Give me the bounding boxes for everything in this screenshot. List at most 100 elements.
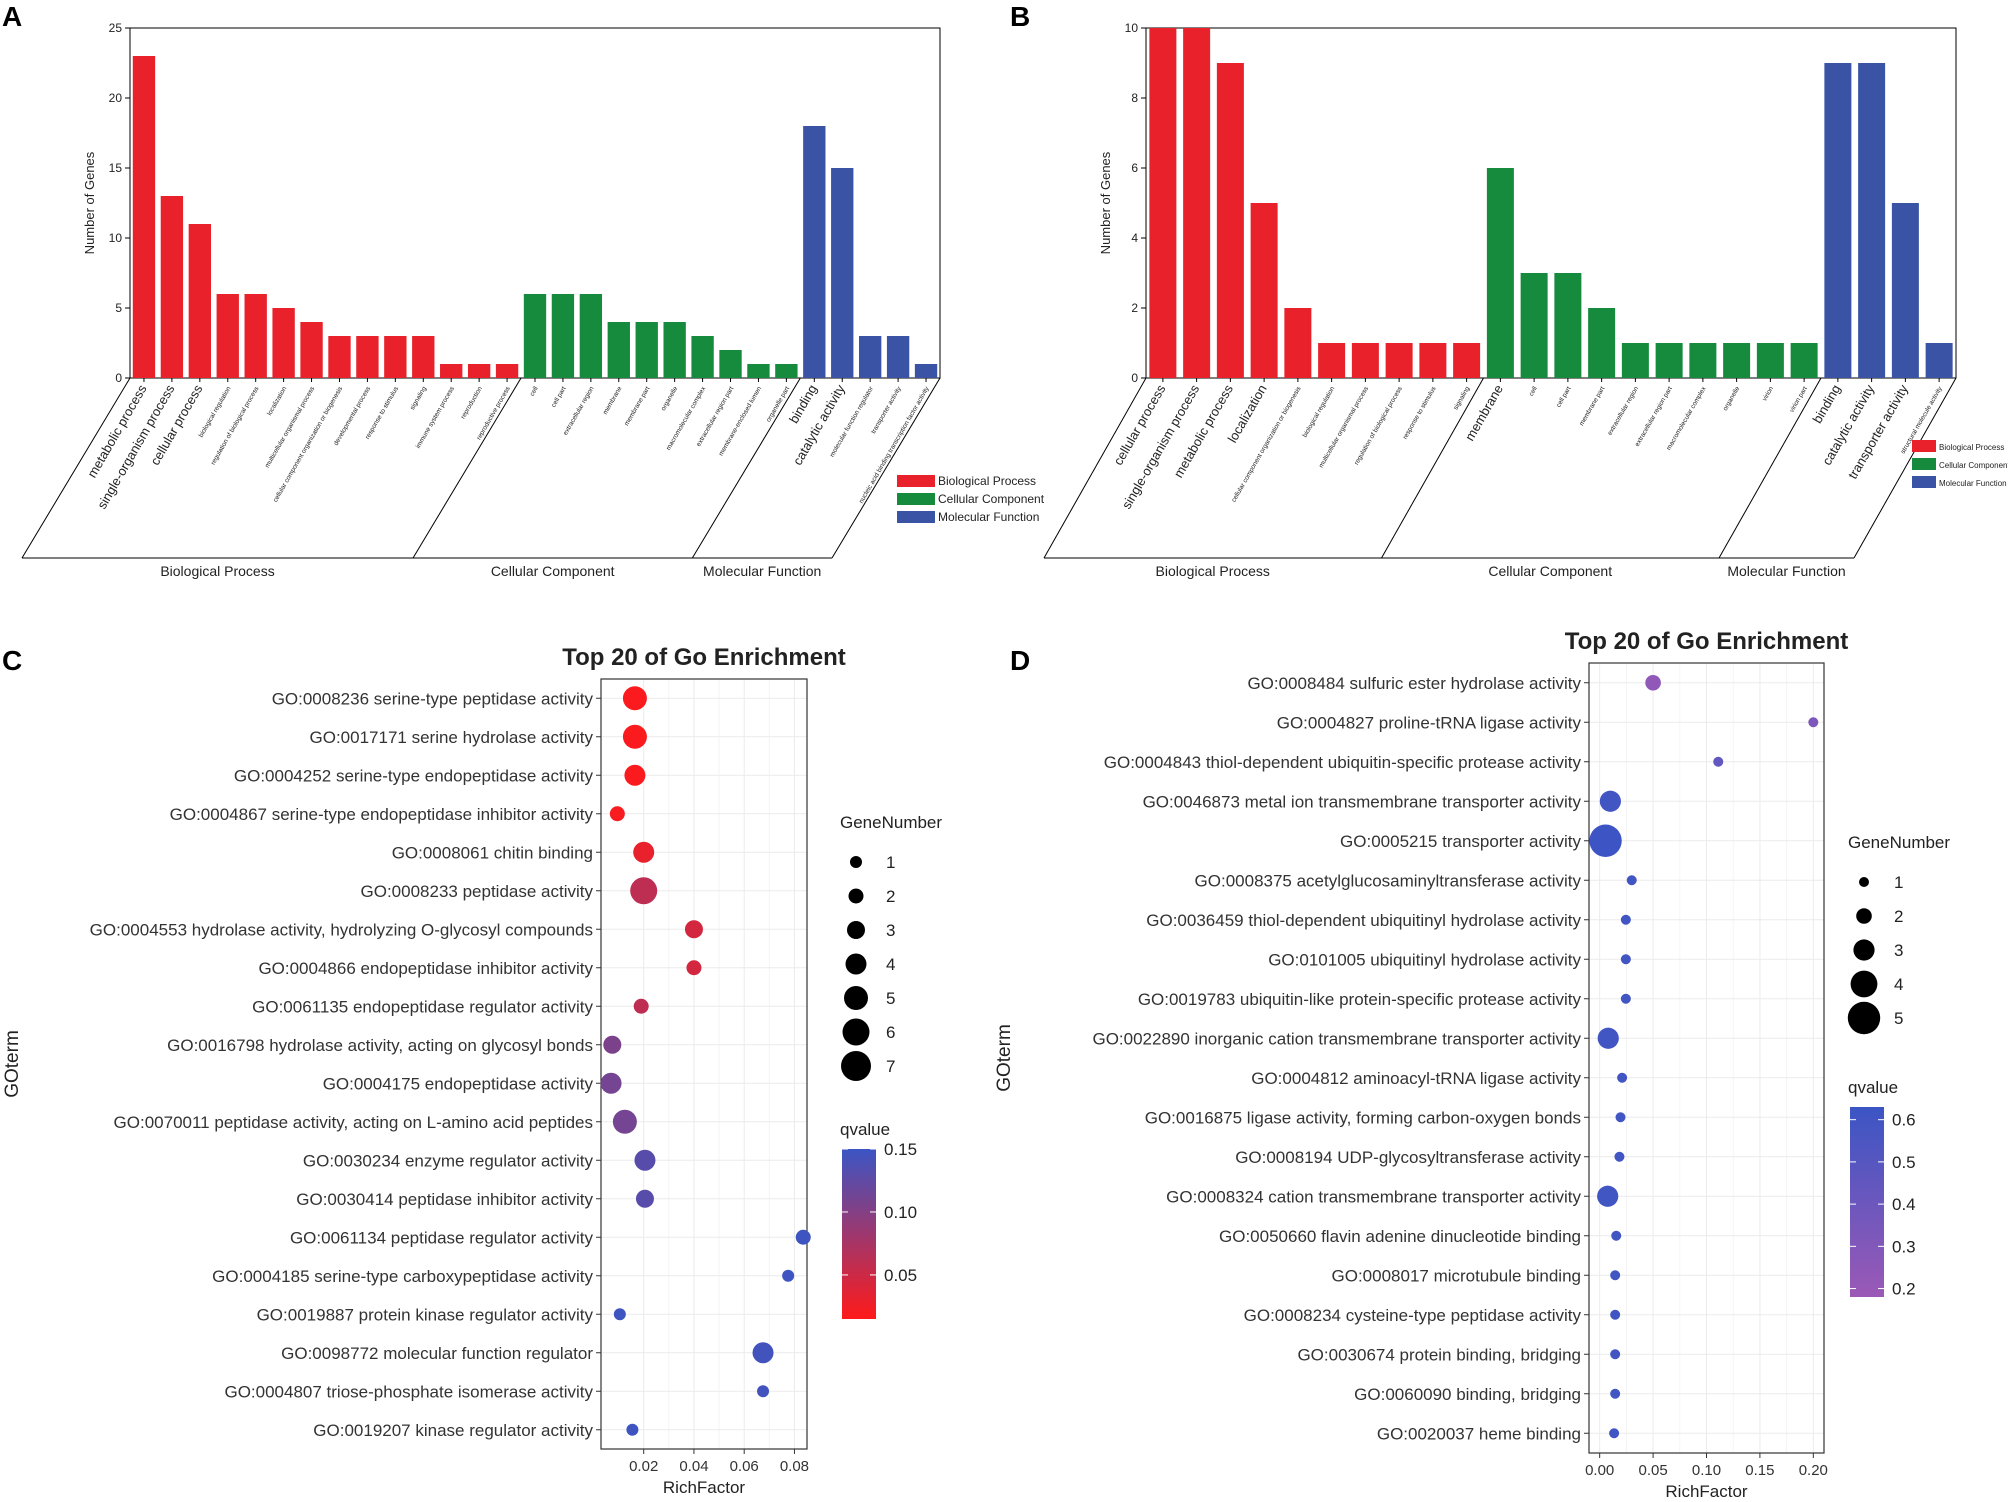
- go-term-label: GO:0004807 triose-phosphate isomerase ac…: [224, 1382, 593, 1401]
- x-tick-label: cell: [1528, 385, 1539, 397]
- dot-go-0050660: [1611, 1230, 1622, 1241]
- panel-label-a: A: [2, 1, 22, 32]
- color-legend-label: 0.2: [1892, 1280, 1916, 1299]
- y-tick-label: 10: [109, 231, 123, 245]
- bar-organelle-part: [775, 364, 798, 378]
- bar-regulation-of-biological-process: [244, 294, 267, 378]
- y-tick-label: 0: [1131, 371, 1138, 385]
- dot-go-0060090: [1610, 1388, 1621, 1399]
- dot-go-0061134: [795, 1229, 811, 1245]
- size-legend-label: 1: [886, 853, 895, 872]
- legend-swatch-biological-process: [1912, 440, 1936, 452]
- x-tick-label: membrane: [602, 385, 624, 416]
- bar-cellular-component-organization-or-biogenesis: [328, 336, 351, 378]
- dot-go-0036459: [1620, 914, 1631, 925]
- go-term-label: GO:0008194 UDP-glycosyltransferase activ…: [1235, 1148, 1581, 1167]
- x-tick-label: multicellular organismal process: [264, 385, 317, 469]
- bar-developmental-process: [356, 336, 379, 378]
- group-separator-line: [21, 377, 131, 559]
- size-legend-dot: [850, 856, 862, 868]
- go-term-label: GO:0050660 flavin adenine dinucleotide b…: [1219, 1227, 1581, 1246]
- bar-membrane-part: [635, 322, 658, 378]
- bar-extracellular-region: [1621, 343, 1649, 378]
- bar-cellular-component-organization-or-biogenesis: [1284, 308, 1312, 378]
- x-tick-label: extracellular region: [562, 385, 596, 436]
- go-term-label: GO:0004827 proline-tRNA ligase activity: [1277, 713, 1582, 732]
- bar-virion: [1756, 343, 1784, 378]
- dot-go-0022890: [1597, 1027, 1619, 1049]
- group-label-molecular-function: Molecular Function: [1727, 563, 1845, 579]
- bar-reproductive-process: [495, 364, 519, 378]
- x-tick-label: reproduction: [460, 385, 484, 420]
- dot-go-0017171: [622, 724, 647, 749]
- x-tick-label: virion part: [1789, 385, 1809, 413]
- bar-biological-regulation: [216, 294, 239, 378]
- size-legend-label: 1: [1894, 873, 1903, 892]
- go-term-label: GO:0008324 cation transmembrane transpor…: [1166, 1187, 1581, 1206]
- go-term-label: GO:0020037 heme binding: [1377, 1424, 1581, 1443]
- y-tick-label: 5: [115, 301, 122, 315]
- y-tick-label: 6: [1131, 161, 1138, 175]
- dot-go-0030234: [634, 1149, 656, 1171]
- x-tick-label: 0.08: [780, 1458, 809, 1475]
- x-tick-label: response to stimulus: [1402, 385, 1438, 441]
- go-term-label: GO:0004175 endopeptidase activity: [323, 1074, 594, 1093]
- x-tick-label: 0.04: [679, 1458, 708, 1475]
- x-tick-label: signaling: [1452, 385, 1471, 411]
- bar-multicellular-organismal-process: [300, 322, 323, 378]
- go-term-label: GO:0008017 microtubule binding: [1332, 1266, 1582, 1285]
- go-term-label: GO:0004553 hydrolase activity, hydrolyzi…: [90, 920, 593, 939]
- size-legend-label: 5: [1894, 1009, 1903, 1028]
- dot-go-0004867: [609, 806, 625, 822]
- color-legend-title: qvalue: [840, 1120, 890, 1139]
- bar-cell-part: [1554, 273, 1582, 378]
- dot-go-0019207: [626, 1423, 639, 1436]
- size-legend-label: 2: [886, 887, 895, 906]
- go-term-label: GO:0004867 serine-type endopeptidase inh…: [170, 805, 594, 824]
- group-label-biological-process: Biological Process: [1156, 563, 1270, 579]
- bar-single-organism-process: [1183, 28, 1211, 378]
- dot-go-0008017: [1610, 1270, 1621, 1281]
- go-term-label: GO:0061134 peptidase regulator activity: [290, 1228, 594, 1247]
- x-tick-label: 0.15: [1745, 1462, 1774, 1479]
- legend-swatch-cellular-component: [1912, 458, 1936, 470]
- panel-label-b: B: [1010, 1, 1030, 32]
- go-term-label: GO:0016798 hydrolase activity, acting on…: [167, 1036, 593, 1055]
- dot-go-0008234: [1610, 1309, 1621, 1320]
- color-legend-label: 0.05: [884, 1266, 917, 1285]
- x-tick-label: 0.05: [1638, 1462, 1667, 1479]
- dot-go-0016875: [1615, 1112, 1626, 1123]
- x-tick-label: virion: [1761, 385, 1775, 402]
- go-term-label: GO:0022890 inorganic cation transmembran…: [1092, 1029, 1581, 1048]
- bar-molecular-function-regulator: [859, 336, 882, 378]
- size-legend-label: 2: [1894, 907, 1903, 926]
- color-legend-bar: [1850, 1107, 1884, 1297]
- bar-cellular-process: [1149, 28, 1177, 378]
- dot-go-0061135: [633, 998, 649, 1014]
- go-term-label: GO:0008233 peptidase activity: [361, 882, 594, 901]
- legend-swatch-cellular-component: [897, 493, 935, 505]
- bar-signaling: [1453, 343, 1481, 378]
- bar-regulation-of-biological-process: [1385, 343, 1413, 378]
- x-tick-label: organelle: [1722, 385, 1742, 412]
- x-tick-label: signaling: [409, 385, 428, 411]
- go-term-label: GO:0019783 ubiquitin-like protein-specif…: [1138, 990, 1582, 1009]
- size-legend-dot: [1847, 1001, 1881, 1035]
- bar-single-organism-process: [160, 196, 184, 378]
- x-tick-label: 0.00: [1585, 1462, 1614, 1479]
- size-legend-label: 5: [886, 989, 895, 1008]
- go-term-label: GO:0030414 peptidase inhibitor activity: [296, 1190, 593, 1209]
- x-tick-label: organelle: [660, 385, 680, 412]
- dot-go-0004843: [1713, 756, 1724, 767]
- group-separator-line: [1381, 377, 1484, 559]
- go-term-label: GO:0004252 serine-type endopeptidase act…: [234, 766, 594, 785]
- dot-go-0019783: [1620, 993, 1631, 1004]
- size-legend-dot: [841, 1051, 871, 1081]
- x-tick-label: membrane part: [1578, 385, 1606, 427]
- bar-extracellular-region-part: [1655, 343, 1683, 378]
- color-legend-label: 0.15: [884, 1140, 917, 1159]
- y-tick-label: 10: [1125, 21, 1139, 35]
- bar-metabolic-process: [132, 56, 156, 378]
- size-legend-label: 3: [1894, 941, 1903, 960]
